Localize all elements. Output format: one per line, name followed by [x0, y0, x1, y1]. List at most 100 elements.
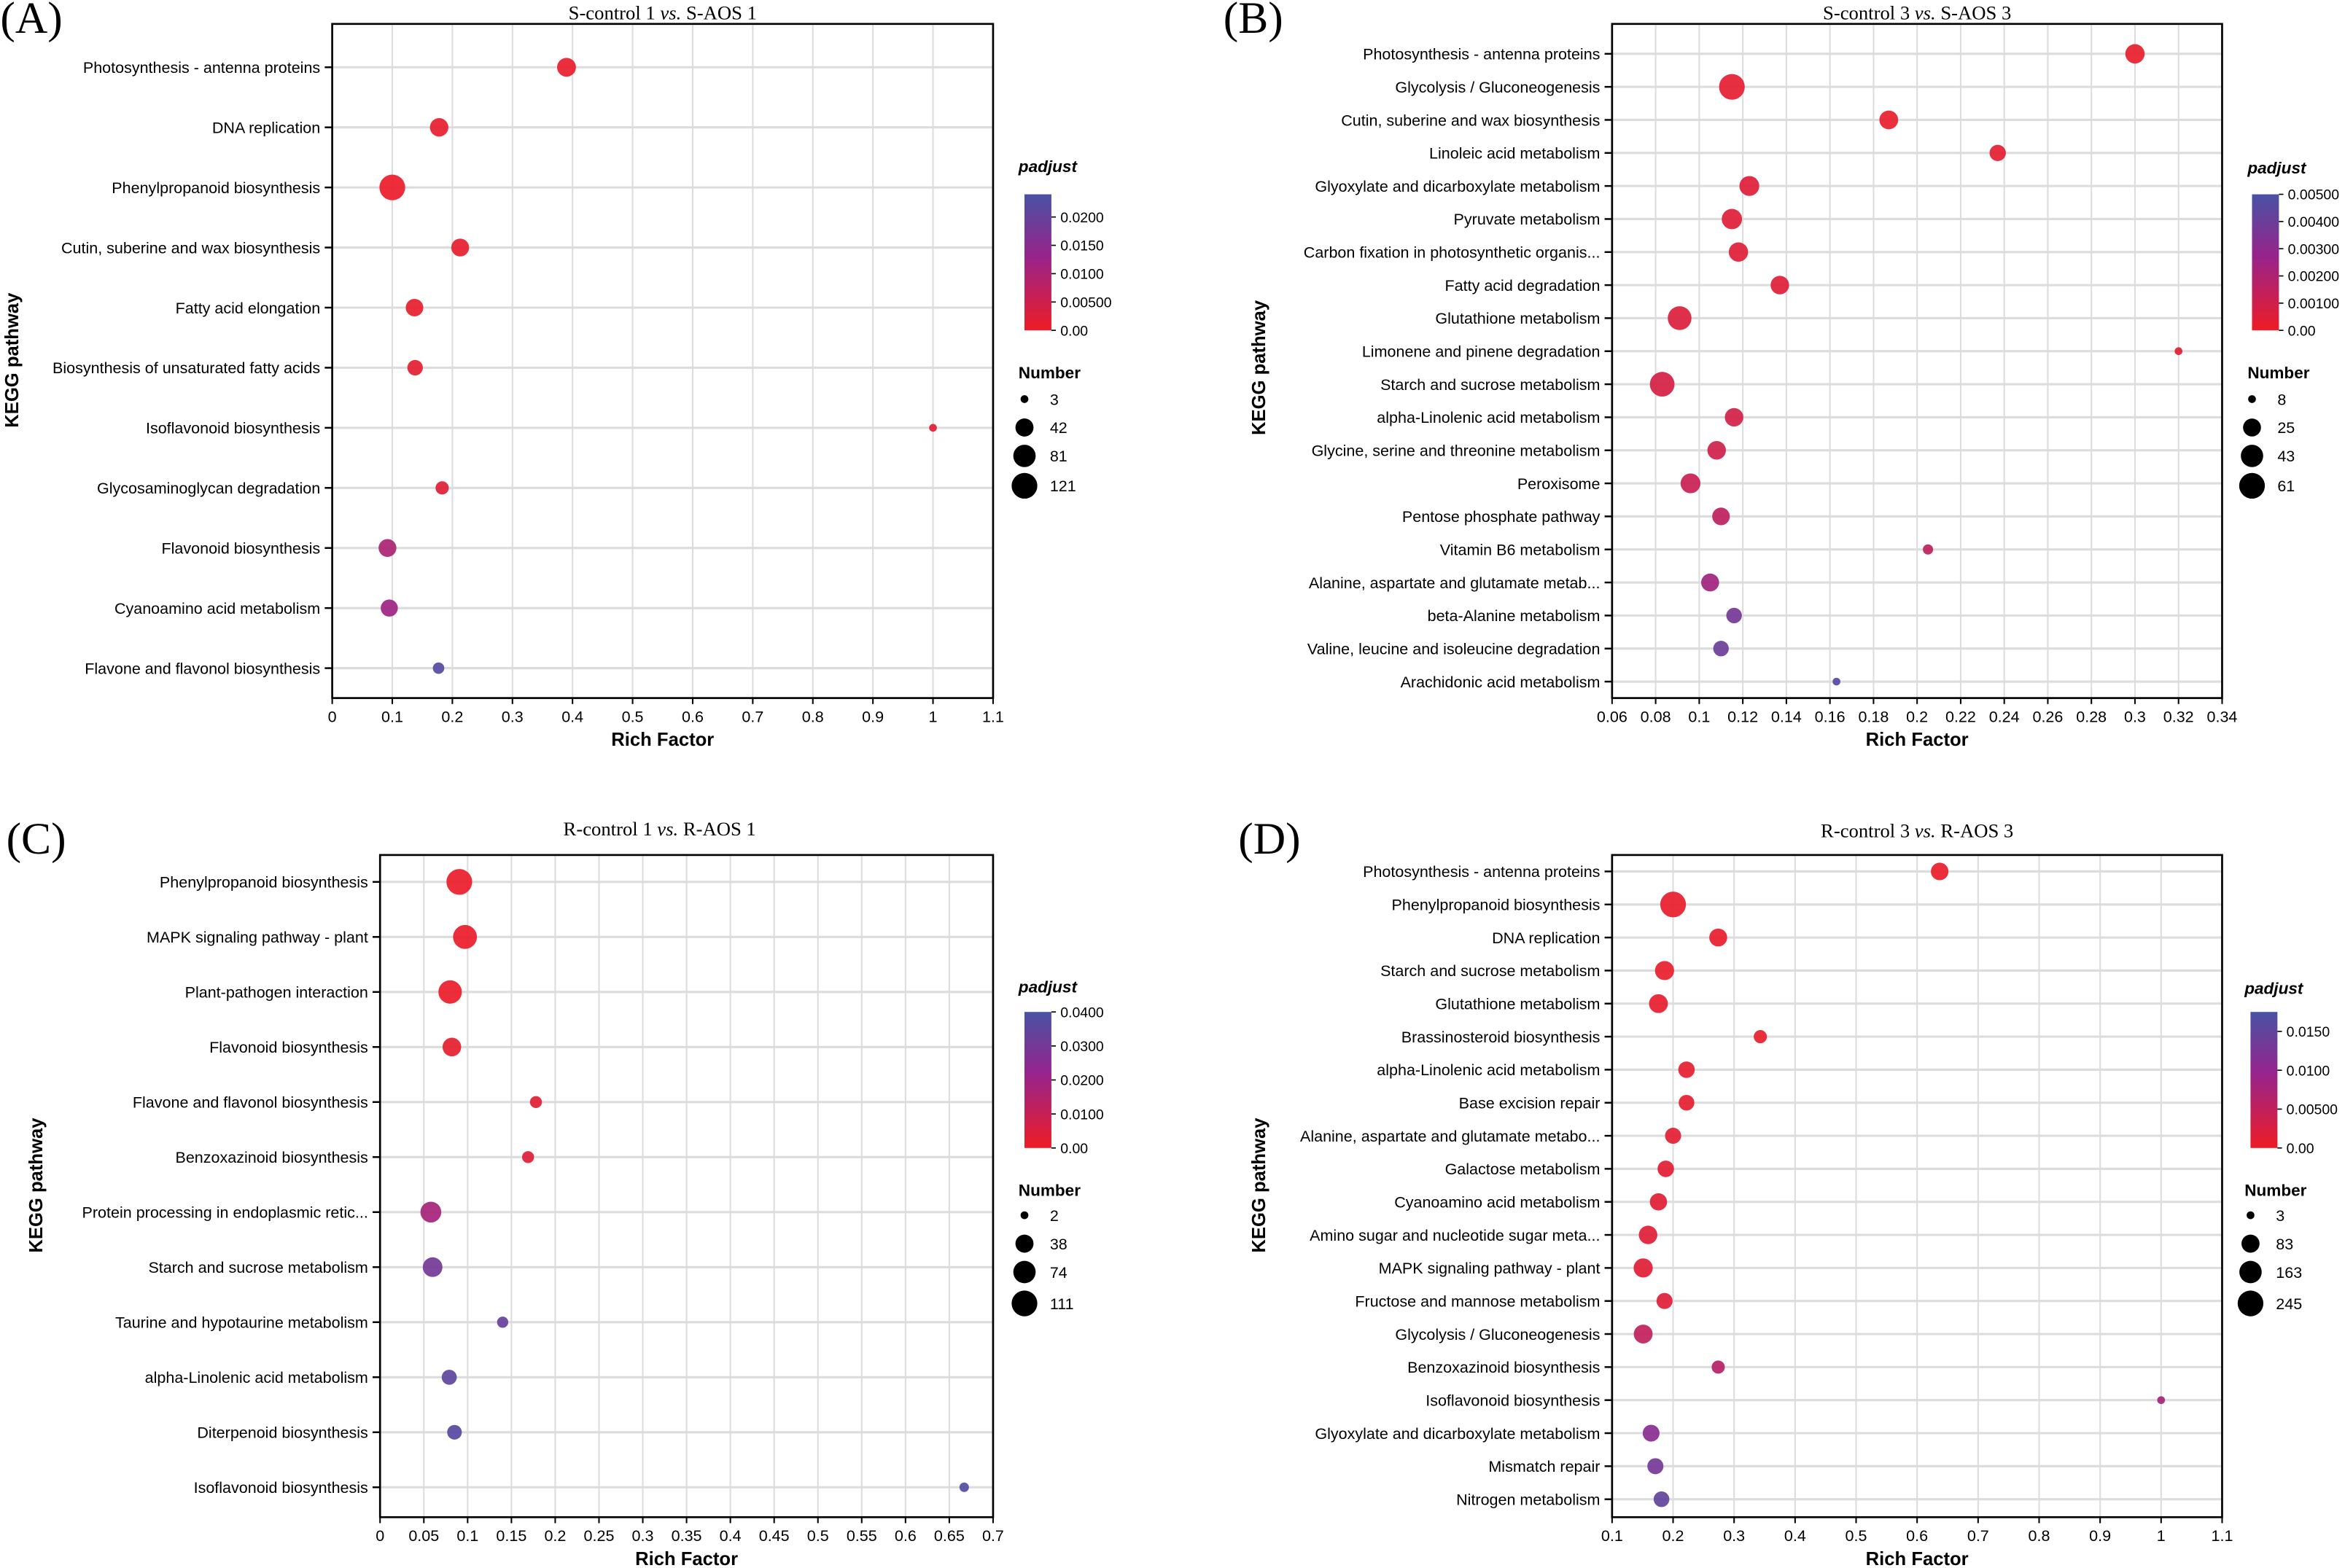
y-tick-label: Flavonoid biosynthesis: [209, 1039, 368, 1056]
colorbar-title: padjust: [1018, 157, 1078, 176]
x-tick-label: 0.7: [742, 708, 763, 725]
y-tick-label: Pentose phosphate pathway: [1402, 508, 1601, 526]
data-point: [1989, 144, 2006, 161]
y-tick-label: Glutathione metabolism: [1435, 310, 1600, 327]
colorbar-tick-label: 0.00300: [2288, 241, 2340, 257]
data-point: [1713, 641, 1729, 657]
title-left: S-control 1: [569, 2, 661, 24]
data-point: [1642, 1424, 1660, 1442]
y-tick-label: Flavone and flavonol biosynthesis: [133, 1094, 368, 1112]
data-point: [453, 924, 478, 949]
data-point: [446, 869, 472, 895]
data-point: [1665, 1128, 1681, 1144]
x-axis-label: Rich Factor: [1866, 1549, 1969, 1568]
x-tick-label: 0.18: [1858, 708, 1889, 725]
title-left: S-control 3: [1823, 2, 1915, 24]
data-point: [1879, 110, 1899, 130]
x-tick-label: 0.7: [982, 1527, 1004, 1545]
y-tick-label: Diterpenoid biosynthesis: [197, 1424, 368, 1442]
chart-title: S-control 3 vs. S-AOS 3: [1823, 2, 2011, 24]
y-tick-label: Flavone and flavonol biosynthesis: [85, 660, 320, 677]
data-point: [451, 238, 470, 257]
data-point: [379, 174, 405, 200]
panel-label: (D): [1238, 814, 1300, 864]
y-tick-label: Galactose metabolism: [1445, 1161, 1601, 1178]
colorbar-tick-label: 0.0100: [1060, 267, 1104, 283]
title-vs: vs.: [1915, 819, 1936, 841]
data-point: [1711, 1360, 1725, 1374]
data-point: [1931, 862, 1949, 881]
y-tick-label: Base excision repair: [1459, 1095, 1601, 1112]
data-point: [420, 1201, 442, 1223]
data-point: [429, 118, 448, 137]
x-tick-label: 0.8: [2029, 1527, 2050, 1545]
x-tick-label: 0.7: [1967, 1527, 1989, 1545]
x-tick-label: 0.2: [1662, 1527, 1684, 1545]
x-tick-label: 1: [929, 708, 938, 725]
y-tick-label: Alanine, aspartate and glutamate metabo.…: [1300, 1128, 1600, 1145]
y-tick-label: Isoflavonoid biosynthesis: [1426, 1392, 1600, 1409]
data-point: [1701, 573, 1719, 592]
data-point: [1638, 1225, 1657, 1244]
data-point: [1832, 677, 1840, 686]
colorbar: [2250, 1012, 2278, 1148]
colorbar-tick-label: 0.0200: [1060, 210, 1104, 226]
x-axis-label: Rich Factor: [611, 730, 714, 750]
title-vs: vs.: [657, 818, 678, 840]
title-vs: vs.: [660, 2, 681, 24]
y-tick-label: Protein processing in endoplasmic retic.…: [82, 1204, 368, 1222]
data-point: [1728, 242, 1749, 262]
x-tick-label: 0.3: [632, 1527, 654, 1545]
y-tick-label: Glutathione metabolism: [1435, 996, 1600, 1013]
plot-frame: [331, 23, 995, 699]
size-legend-label: 3: [1050, 391, 1059, 408]
title-right: S-AOS 3: [1936, 2, 2012, 24]
y-tick-label: Photosynthesis - antenna proteins: [1363, 863, 1600, 881]
size-legend-marker: [1020, 395, 1029, 403]
colorbar-tick-label: 0.00: [2288, 323, 2316, 339]
x-tick-label: 0.45: [759, 1527, 790, 1545]
colorbar-title: padjust: [2247, 159, 2307, 177]
size-legend-label: 61: [2277, 477, 2295, 495]
size-legend-marker: [2241, 1234, 2260, 1253]
panel-b: (B) S-control 3 vs. S-AOS 3 0.06 0.08 0.1 0.1…: [1224, 0, 2340, 750]
data-point: [1649, 994, 1668, 1013]
size-legend-marker: [1015, 1234, 1034, 1253]
size-legend-marker: [1011, 1290, 1038, 1317]
size-legend-marker: [1020, 1211, 1029, 1220]
colorbar-tick-label: 0.0150: [2287, 1024, 2330, 1040]
size-legend-label: 81: [1050, 448, 1068, 465]
y-tick-label: Mismatch repair: [1488, 1458, 1600, 1475]
y-tick-label: Photosynthesis - antenna proteins: [1363, 46, 1600, 63]
data-point: [438, 980, 462, 1004]
size-legend-marker: [2248, 395, 2256, 403]
colorbar-tick-label: 0.0200: [1060, 1073, 1104, 1089]
data-point: [407, 359, 423, 376]
x-tick-label: 0.6: [895, 1527, 917, 1545]
data-point: [1726, 607, 1742, 624]
data-point: [1722, 208, 1743, 230]
y-tick-label: Phenylpropanoid biosynthesis: [1392, 897, 1601, 914]
x-tick-label: 0.34: [2207, 708, 2238, 725]
x-axis-label: Rich Factor: [635, 1549, 738, 1568]
y-tick-label: Fatty acid elongation: [176, 300, 321, 317]
data-point: [929, 424, 937, 432]
panel-c: (C) R-control 1 vs. R-AOS 1 0 0.05 0.1 0.15 0.…: [7, 814, 1104, 1568]
chart-title: S-control 1 vs. S-AOS 1: [569, 2, 757, 24]
size-legend-label: 3: [2276, 1207, 2284, 1225]
x-tick-label: 0.4: [720, 1527, 742, 1545]
size-legend-label: 8: [2277, 391, 2286, 408]
y-tick-label: Amino sugar and nucleotide sugar meta...: [1310, 1227, 1600, 1244]
x-tick-label: 0.5: [1846, 1527, 1867, 1545]
size-legend-label: 43: [2277, 448, 2295, 465]
y-tick-label: Cyanoamino acid metabolism: [114, 600, 320, 617]
plot-frame: [1611, 854, 2223, 1518]
y-tick-label: Benzoxazinoid biosynthesis: [175, 1149, 368, 1166]
size-legend-title: Number: [1019, 1181, 1081, 1199]
y-tick-label: Phenylpropanoid biosynthesis: [112, 179, 320, 197]
data-point: [1724, 407, 1743, 427]
data-point: [1712, 507, 1730, 526]
colorbar-tick-label: 0.00500: [1060, 295, 1112, 311]
x-tick-label: 0.35: [672, 1527, 702, 1545]
x-tick-label: 0.6: [1906, 1527, 1928, 1545]
